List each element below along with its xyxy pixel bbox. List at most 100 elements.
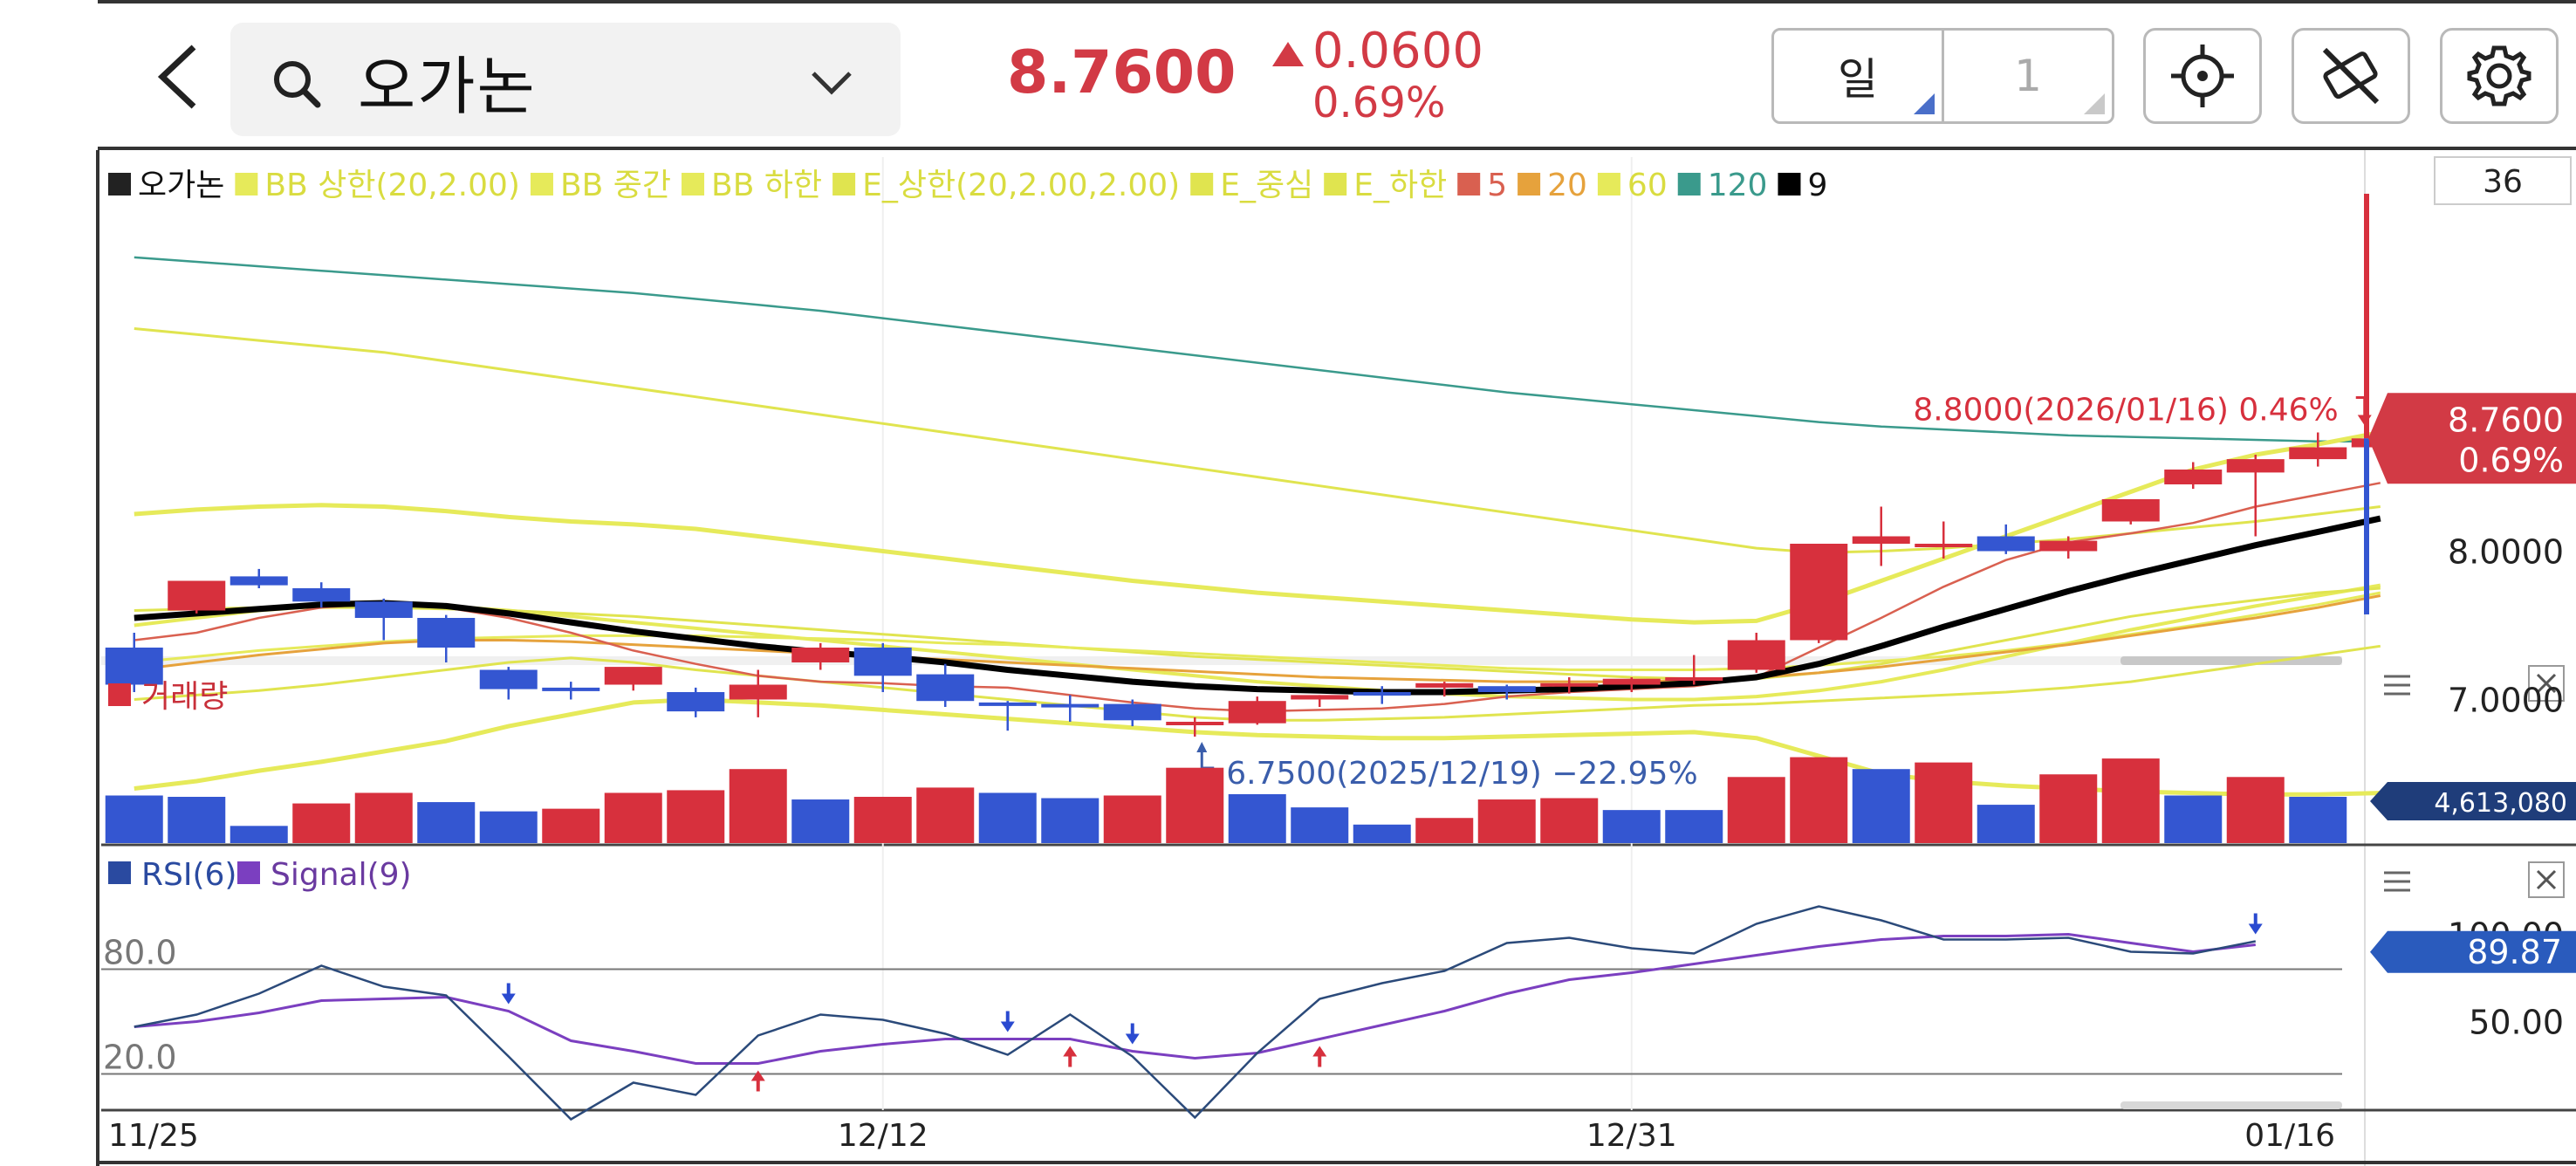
candle-down[interactable] <box>667 692 725 712</box>
crosshair-button[interactable] <box>2143 28 2262 124</box>
candle-up[interactable] <box>2289 447 2347 460</box>
rsi-panel-scrollbar[interactable] <box>2120 1101 2342 1109</box>
candle-down[interactable] <box>417 618 476 648</box>
period-value-button[interactable]: 1 <box>1942 28 2114 124</box>
ma20-line <box>134 594 2381 683</box>
bb-upper-line <box>134 430 2381 625</box>
volume-panel[interactable]: 거래량 4,613,080 <box>105 665 2576 843</box>
legend-label: 5 <box>1487 168 1507 203</box>
candle-down[interactable] <box>1977 536 2035 552</box>
candle-down[interactable] <box>853 648 912 676</box>
volume-bar[interactable] <box>1353 824 1411 843</box>
candle-up[interactable] <box>1727 640 1785 670</box>
volume-bar[interactable] <box>292 803 351 843</box>
candle-up[interactable] <box>1665 677 1723 681</box>
volume-bar[interactable] <box>417 802 476 843</box>
candle-up[interactable] <box>2226 459 2285 473</box>
volume-bar[interactable] <box>1915 762 1973 843</box>
volume-bar[interactable] <box>2226 777 2285 843</box>
candle-up[interactable] <box>604 667 662 685</box>
volume-bar[interactable] <box>542 808 600 843</box>
price-panel-scrollbar[interactable] <box>2120 656 2342 665</box>
price-panel[interactable]: 오가논 BB 상한(20,2.00) BB 중간 BB 하한 E_상한(20,2.00,… <box>105 168 2409 797</box>
price-tick-label: 7.0000 <box>2448 682 2564 720</box>
volume-bar[interactable] <box>729 769 787 843</box>
volume-bar[interactable] <box>230 826 288 843</box>
candle-down[interactable] <box>1041 703 1100 708</box>
volume-bar[interactable] <box>1166 767 1224 843</box>
volume-bar[interactable] <box>2101 758 2160 843</box>
candle-up[interactable] <box>1790 544 1848 641</box>
signal-legend-swatch <box>237 861 260 884</box>
candle-down[interactable] <box>354 601 413 618</box>
close-icon[interactable] <box>2528 665 2565 702</box>
volume-bar[interactable] <box>1477 799 1536 843</box>
volume-bar[interactable] <box>1291 807 1349 843</box>
candle-down[interactable] <box>292 588 351 602</box>
volume-bar[interactable] <box>1415 818 1474 843</box>
candle-down[interactable] <box>1353 692 1411 696</box>
chevron-down-icon[interactable] <box>810 70 853 96</box>
volume-bar[interactable] <box>1228 793 1286 843</box>
volume-bar[interactable] <box>1103 795 1161 843</box>
volume-bar[interactable] <box>105 795 163 843</box>
candle-up[interactable] <box>1291 695 1349 700</box>
candle-up[interactable] <box>1602 678 1661 685</box>
candle-up[interactable] <box>2164 470 2223 484</box>
volume-bar[interactable] <box>1602 810 1661 843</box>
candle-down[interactable] <box>230 576 288 586</box>
candle-up[interactable] <box>1915 544 1973 547</box>
candle-up[interactable] <box>1540 682 1599 687</box>
bb-lower-line <box>134 697 2381 797</box>
hamburger-icon[interactable] <box>2384 675 2410 696</box>
settings-button[interactable] <box>2440 28 2559 124</box>
volume-bar[interactable] <box>1665 810 1723 843</box>
chart-area[interactable]: 오가논 BB 상한(20,2.00) BB 중간 BB 하한 E_상한(20,2.00,… <box>0 150 2576 1166</box>
volume-bar[interactable] <box>2164 795 2223 843</box>
period-unit-button[interactable]: 일 <box>1771 28 1944 124</box>
volume-bar[interactable] <box>916 787 975 843</box>
candle-up[interactable] <box>729 684 787 700</box>
candle-up[interactable] <box>1166 722 1224 725</box>
corner-triangle-icon <box>2084 93 2105 114</box>
volume-bar[interactable] <box>1727 777 1785 843</box>
candle-down[interactable] <box>978 702 1037 706</box>
volume-bar[interactable] <box>1977 805 2035 843</box>
candle-down[interactable] <box>542 687 600 691</box>
hamburger-icon[interactable] <box>2384 871 2410 892</box>
volume-bar[interactable] <box>2289 797 2347 843</box>
candle-down[interactable] <box>105 648 163 685</box>
volume-bar[interactable] <box>667 790 725 843</box>
close-icon[interactable] <box>2528 861 2565 898</box>
drawing-off-icon <box>2322 47 2380 105</box>
candle-down[interactable] <box>1477 686 1536 692</box>
sell-signal-arrowhead <box>1125 1033 1140 1045</box>
stock-search-box[interactable] <box>230 23 901 136</box>
volume-bar[interactable] <box>168 797 226 843</box>
drawing-off-button[interactable] <box>2292 28 2410 124</box>
volume-bar[interactable] <box>2039 774 2098 843</box>
candle-up[interactable] <box>1852 536 1910 545</box>
candle-up[interactable] <box>2101 499 2160 522</box>
candle-down[interactable] <box>916 674 975 702</box>
volume-bar[interactable] <box>479 811 538 843</box>
candle-up[interactable] <box>1415 682 1474 688</box>
volume-bar[interactable] <box>791 799 850 843</box>
candle-down[interactable] <box>1103 703 1161 721</box>
volume-bar[interactable] <box>604 792 662 843</box>
volume-bar[interactable] <box>853 797 912 843</box>
volume-bar[interactable] <box>978 792 1037 843</box>
volume-bar[interactable] <box>354 792 413 843</box>
candle-up[interactable] <box>168 580 226 611</box>
back-button[interactable] <box>148 42 209 112</box>
candle-up[interactable] <box>2039 540 2098 552</box>
stock-name[interactable]: 오가논 <box>358 50 537 123</box>
volume-bar[interactable] <box>1852 769 1910 843</box>
volume-bar[interactable] <box>1790 757 1848 843</box>
volume-bar[interactable] <box>1540 798 1599 843</box>
candle-down[interactable] <box>479 669 538 689</box>
volume-bar[interactable] <box>1041 798 1100 843</box>
candle-up[interactable] <box>1228 701 1286 724</box>
candle-up[interactable] <box>791 648 850 662</box>
